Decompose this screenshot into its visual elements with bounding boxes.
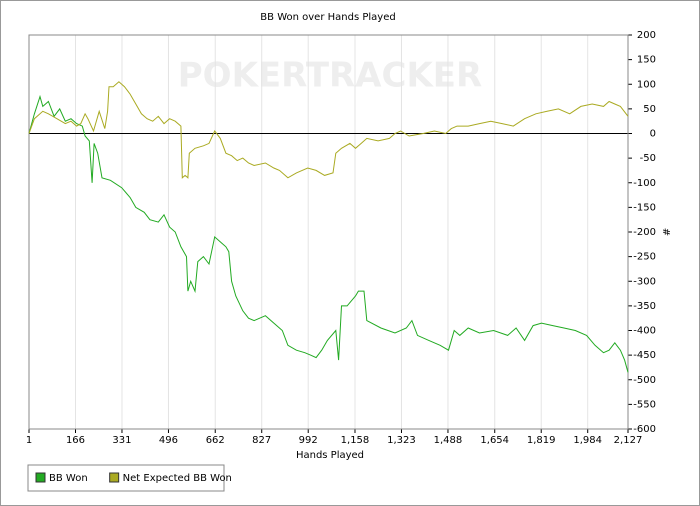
y-tick-label: 0 — [650, 129, 656, 140]
y-tick-label: -500 — [633, 375, 656, 386]
y-tick-label: 50 — [643, 104, 656, 115]
x-tick-label: 1,158 — [341, 435, 370, 446]
y-tick-label: -350 — [633, 301, 656, 312]
x-tick-label: 1,819 — [527, 435, 556, 446]
y-tick-label: -600 — [633, 424, 656, 435]
x-tick-label: 827 — [252, 435, 271, 446]
legend — [27, 464, 225, 492]
legend-swatch — [35, 472, 46, 483]
plot-area — [28, 34, 629, 430]
watermark: POKERTRACKER — [178, 56, 482, 96]
y-tick-label: 200 — [637, 30, 656, 41]
y-tick-label: -200 — [633, 227, 656, 238]
legend-swatch — [109, 472, 120, 483]
x-tick-label: 166 — [66, 435, 85, 446]
y-axis-label: # — [660, 228, 671, 236]
y-tick-label: -250 — [633, 252, 656, 263]
x-tick-label: 2,127 — [614, 435, 643, 446]
x-tick-label: 992 — [299, 435, 318, 446]
x-tick-label: 1 — [26, 435, 32, 446]
x-tick-label: 1,323 — [387, 435, 416, 446]
y-tick-label: -400 — [633, 326, 656, 337]
x-axis-label: Hands Played — [296, 450, 364, 461]
y-tick-label: -450 — [633, 350, 656, 361]
x-tick-label: 1,984 — [573, 435, 602, 446]
y-tick-label: -550 — [633, 399, 656, 410]
x-tick-label: 496 — [159, 435, 178, 446]
x-tick-label: 331 — [112, 435, 131, 446]
y-tick-label: 100 — [637, 79, 656, 90]
x-tick-label: 662 — [206, 435, 225, 446]
y-tick-label: -100 — [633, 178, 656, 189]
y-tick-label: -300 — [633, 276, 656, 287]
y-tick-label: -150 — [633, 202, 656, 213]
x-tick-label: 1,488 — [434, 435, 463, 446]
y-tick-label: 150 — [637, 55, 656, 66]
y-tick-label: -50 — [640, 153, 656, 164]
legend-label: BB Won — [49, 473, 88, 484]
x-tick-label: 1,654 — [480, 435, 509, 446]
series-line — [28, 81, 629, 179]
legend-label: Net Expected BB Won — [123, 473, 232, 484]
chart-title: BB Won over Hands Played — [260, 12, 395, 23]
series-line — [28, 94, 629, 373]
